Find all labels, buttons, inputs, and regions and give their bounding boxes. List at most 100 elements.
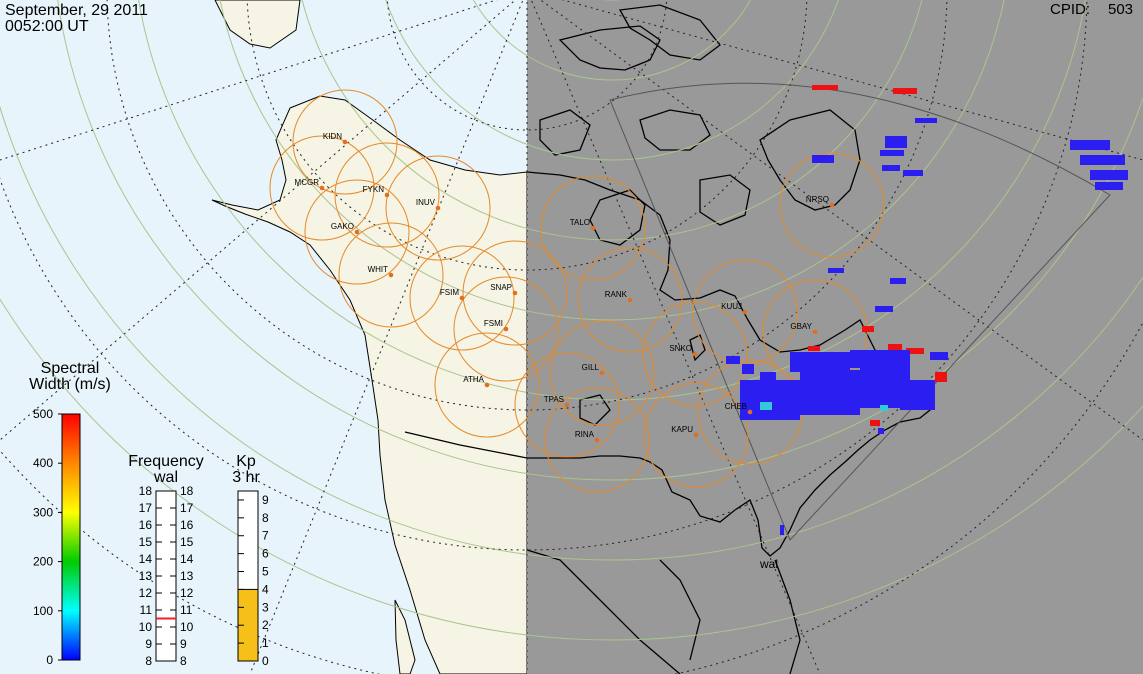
scatter-cell bbox=[812, 155, 834, 163]
station-dot-gbay bbox=[812, 329, 818, 335]
colorbar-tick-label: 400 bbox=[33, 456, 53, 470]
station-label-rina: RINA bbox=[575, 430, 595, 439]
station-label-rank: RANK bbox=[605, 290, 628, 299]
scatter-cell bbox=[780, 525, 784, 535]
station-label-fykn: FYKN bbox=[363, 185, 385, 194]
frequency-gauge: Frequency wal 18 18 17 17 16 16 15 15 14 14 13 13 12… bbox=[128, 453, 204, 668]
frequency-tick-label-right: 16 bbox=[180, 518, 194, 532]
fov-circle-fsmi bbox=[453, 276, 559, 382]
scatter-cell bbox=[893, 88, 917, 94]
frequency-tick-label-left: 8 bbox=[145, 654, 152, 668]
frequency-tick-label-right: 14 bbox=[180, 552, 194, 566]
scatter-cell bbox=[800, 370, 860, 415]
station-dot-snko bbox=[692, 351, 698, 357]
station-label-talo: TALO bbox=[570, 218, 590, 227]
scatter-cell bbox=[880, 150, 904, 156]
time-label: 0052:00 UT bbox=[5, 18, 89, 35]
colorbar-tick-label: 300 bbox=[33, 505, 53, 519]
colorbar-title-line1: Spectral bbox=[41, 360, 100, 377]
station-label-fsmi: FSMI bbox=[484, 319, 503, 328]
station-dot-fsmi bbox=[503, 326, 509, 332]
scatter-cell bbox=[862, 326, 874, 332]
frequency-tick-label-right: 15 bbox=[180, 535, 194, 549]
scatter-cell bbox=[808, 346, 820, 351]
kp-tick-label: 2 bbox=[262, 618, 269, 632]
fov-circle-atha bbox=[434, 332, 540, 438]
scatter-cell bbox=[880, 405, 888, 411]
station-label-cheb: CHEB bbox=[725, 402, 747, 411]
greenland-day-land bbox=[214, 0, 301, 49]
station-label-inuv: INUV bbox=[416, 198, 436, 207]
scatter-cell bbox=[915, 118, 937, 123]
colorbar-ticks: 500 400 300 200 100 0 bbox=[33, 407, 62, 667]
station-label-whit: WHIT bbox=[368, 265, 389, 274]
station-label-gill: GILL bbox=[582, 363, 600, 372]
frequency-tick-label-right: 13 bbox=[180, 569, 194, 583]
frequency-tick-label-right: 11 bbox=[180, 603, 193, 617]
station-dot-rank bbox=[627, 297, 633, 303]
scatter-cell bbox=[885, 136, 907, 148]
station-dot-tpas bbox=[564, 402, 570, 408]
station-dot-kuuj bbox=[742, 309, 748, 315]
fov-circle-rina bbox=[544, 387, 650, 493]
scatter-cell bbox=[900, 380, 935, 410]
kp-tick-label: 9 bbox=[262, 493, 269, 507]
scatter-cell bbox=[1095, 182, 1123, 190]
station-dot-atha bbox=[484, 382, 490, 388]
fov-circle-rank bbox=[577, 247, 683, 353]
colorbar-tick-label: 500 bbox=[33, 407, 53, 421]
station-label-kidn: KIDN bbox=[323, 132, 342, 141]
fov-circle-fsim bbox=[409, 245, 515, 351]
fov-circle-gako bbox=[304, 179, 410, 285]
frequency-tick-label-right: 18 bbox=[180, 484, 194, 498]
station-label-mcgr: MCGR bbox=[295, 178, 320, 187]
fov-circle-kidn bbox=[292, 89, 398, 195]
colorbar-title-line2: Width (m/s) bbox=[29, 376, 111, 393]
station-dot-fsim bbox=[459, 295, 465, 301]
station-dot-gako bbox=[354, 229, 360, 235]
station-label-kuuj: KUUJ bbox=[721, 302, 742, 311]
frequency-tick-label-right: 10 bbox=[180, 620, 194, 634]
kp-subtitle: 3 hr bbox=[232, 469, 260, 486]
scatter-cell bbox=[903, 170, 923, 176]
fov-circle-snap bbox=[462, 240, 568, 346]
scatter-cell bbox=[930, 352, 948, 360]
frequency-tick-label-right: 12 bbox=[180, 586, 194, 600]
frequency-tick-label-left: 16 bbox=[139, 518, 153, 532]
frequency-tick-label-left: 14 bbox=[139, 552, 153, 566]
fov-circle-mcgr bbox=[269, 135, 375, 241]
date-label: September, 29 2011 bbox=[5, 2, 148, 19]
spectral-width-colorbar: Spectral Width (m/s) 500 400 300 200 100 0 bbox=[29, 360, 111, 667]
scatter-cell bbox=[870, 420, 880, 426]
radar-stations: KIDN MCGR FYKN INUV GAKO WHIT FSIM SNAP FSMI ATHA… bbox=[295, 132, 835, 443]
station-label-kapu: KAPU bbox=[671, 425, 693, 434]
frequency-tick-label-left: 9 bbox=[145, 637, 152, 651]
scatter-cell bbox=[875, 306, 893, 312]
station-dot-talo bbox=[590, 225, 596, 231]
wal-field-of-view bbox=[609, 82, 1111, 541]
scatter-cell bbox=[888, 344, 902, 350]
colorbar-tick-label: 100 bbox=[33, 604, 53, 618]
station-dot-fykn bbox=[384, 192, 390, 198]
fov-circle-kapu bbox=[643, 382, 749, 488]
frequency-tick-label-left: 11 bbox=[140, 603, 153, 617]
station-dot-kidn bbox=[342, 139, 348, 145]
frequency-ticks: 18 18 17 17 16 16 15 15 14 14 13 13 12 12 11 11 10 10 9 9 8 8 bbox=[139, 484, 194, 668]
scatter-cell bbox=[850, 350, 910, 368]
magnetic-latitude-circles bbox=[0, 0, 1143, 641]
scatter-cells bbox=[726, 85, 1128, 535]
kp-tick-label: 8 bbox=[262, 511, 269, 525]
frequency-tick-label-left: 18 bbox=[139, 484, 153, 498]
fov-circle-snko bbox=[642, 301, 748, 407]
border-line bbox=[404, 431, 528, 459]
scatter-cell bbox=[812, 85, 838, 90]
scatter-cell bbox=[1090, 170, 1128, 180]
station-label-fsim: FSIM bbox=[440, 288, 459, 297]
night-side bbox=[527, 0, 1143, 674]
frequency-radar: wal bbox=[153, 469, 178, 486]
kp-ticks: 9 8 7 6 5 4 3 2 1 0 bbox=[238, 493, 269, 668]
colorbar-gradient bbox=[61, 413, 81, 661]
station-label-nrsq: NRSQ bbox=[806, 195, 829, 204]
